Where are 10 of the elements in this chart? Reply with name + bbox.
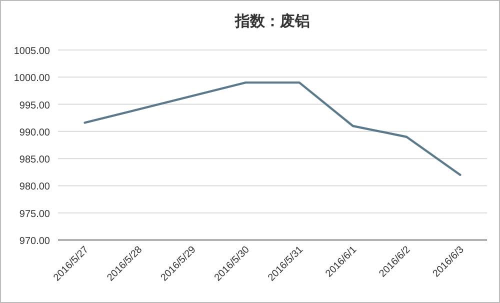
y-tick-label: 1005.00 (14, 46, 50, 57)
y-tick-label: 990.00 (19, 127, 50, 138)
y-tick-label: 985.00 (19, 154, 50, 166)
y-tick-label: 995.00 (19, 100, 50, 112)
y-tick-label: 980.00 (19, 182, 50, 193)
chart-title: 指数：废铝 (234, 12, 310, 30)
y-tick-label: 975.00 (19, 208, 50, 220)
line-series (84, 81, 462, 176)
y-tick-label: 1000.00 (14, 73, 50, 84)
y-tick-label: 970.00 (19, 236, 50, 247)
